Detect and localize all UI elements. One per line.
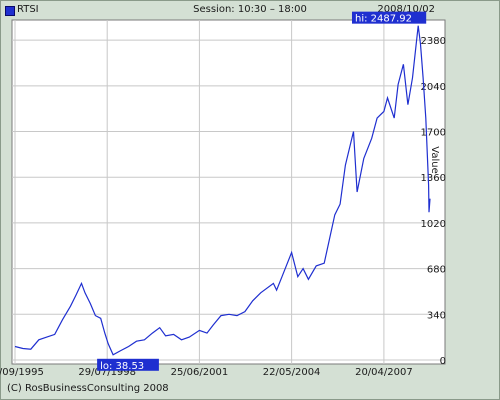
session-label: Session: 10:30 – 18:00 (193, 4, 307, 15)
annotations: hi: 2487.92 lo: 38.53 (97, 11, 427, 372)
annotation-box (351, 11, 427, 24)
annotation-label: hi: 2487.92 (355, 14, 412, 25)
x-axis: 01/09/1995 29/07/1998 25/06/2001 22/05/2004… (0, 367, 413, 378)
legend-label: RTSI (17, 4, 39, 15)
y-tick-label: 1700 (421, 128, 446, 139)
legend-swatch (5, 6, 15, 16)
grid (12, 20, 445, 364)
x-tick-label: 29/07/1998 (78, 367, 136, 378)
y-tick-label: 1020 (421, 219, 446, 230)
x-tick-label: 22/05/2004 (263, 367, 321, 378)
annotation-label: lo: 38.53 (100, 361, 144, 372)
date-label: 2008/10/02 (377, 4, 435, 15)
x-tick-label: 25/06/2001 (171, 367, 229, 378)
y-axis-label: Value (429, 146, 440, 173)
y-tick-label: 0 (440, 356, 446, 367)
copyright-footer: (C) RosBusinessConsulting 2008 (7, 383, 169, 394)
series-line (14, 25, 431, 356)
y-tick-label: 2380 (421, 36, 446, 47)
y-tick-label: 1360 (421, 173, 446, 184)
y-tick-label: 2040 (421, 82, 446, 93)
annotation-box (97, 358, 159, 371)
x-tick-label: 01/09/1995 (0, 367, 44, 378)
plot-area (11, 19, 446, 365)
y-tick-label: 340 (427, 310, 446, 321)
x-tick-label: 20/04/2007 (355, 367, 413, 378)
chart-header: RTSI Session: 10:30 – 18:00 2008/10/02 (1, 1, 499, 19)
y-tick-label: 680 (427, 265, 446, 276)
y-axis: 0 340 680 1020 1360 1700 2040 2380 (421, 36, 446, 367)
